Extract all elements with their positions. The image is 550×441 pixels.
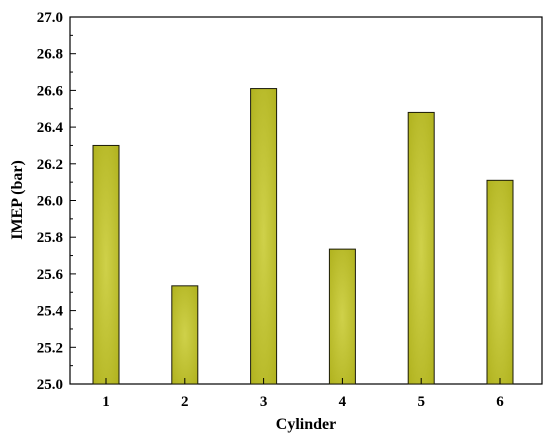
y-tick-label: 25.6 <box>37 267 64 283</box>
x-tick-label: 2 <box>181 394 189 410</box>
y-tick-label: 26.8 <box>37 47 63 63</box>
bar-cylinder-5 <box>407 111 435 385</box>
x-axis-title: Cylinder <box>276 416 336 433</box>
y-tick-label: 25.4 <box>37 304 64 320</box>
x-tick-label: 1 <box>102 394 110 410</box>
bar-cylinder-2 <box>171 285 199 385</box>
y-axis: 25.0 25.2 25.4 25.6 25.8 26.0 26.2 26.4 26.6 26.8… <box>37 10 76 393</box>
plot-frame <box>69 16 543 385</box>
bar-cylinder-1 <box>92 144 120 385</box>
x-axis: 1 2 3 4 5 6 <box>102 378 504 410</box>
bar-cylinder-6 <box>486 179 514 385</box>
y-tick-label: 26.4 <box>37 120 64 136</box>
y-tick-label: 26.0 <box>37 194 63 210</box>
y-tick-label: 26.2 <box>37 157 63 173</box>
y-tick-label: 27.0 <box>37 10 63 26</box>
x-tick-label: 6 <box>496 394 504 410</box>
bar-cylinder-4 <box>328 248 356 385</box>
x-tick-label: 3 <box>260 394 268 410</box>
bar-cylinder-3 <box>250 88 278 385</box>
bars-group <box>92 88 514 385</box>
x-tick-label: 5 <box>417 394 425 410</box>
y-axis-title: IMEP (bar) <box>9 160 26 240</box>
y-tick-label: 25.2 <box>37 340 63 356</box>
y-tick-label: 25.8 <box>37 230 63 246</box>
x-tick-label: 4 <box>339 394 347 410</box>
y-tick-label: 26.6 <box>37 83 64 99</box>
y-tick-label: 25.0 <box>37 377 63 393</box>
